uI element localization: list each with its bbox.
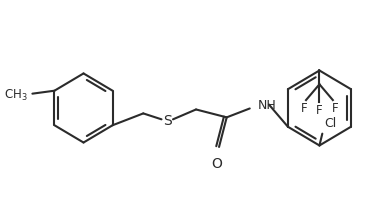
Text: CH$_3$: CH$_3$ [4,88,27,103]
Text: NH: NH [257,99,276,112]
Text: F: F [301,102,307,115]
Text: S: S [163,114,171,128]
Text: F: F [316,104,323,117]
Text: O: O [212,157,223,171]
Text: Cl: Cl [324,117,336,130]
Text: F: F [332,102,338,115]
